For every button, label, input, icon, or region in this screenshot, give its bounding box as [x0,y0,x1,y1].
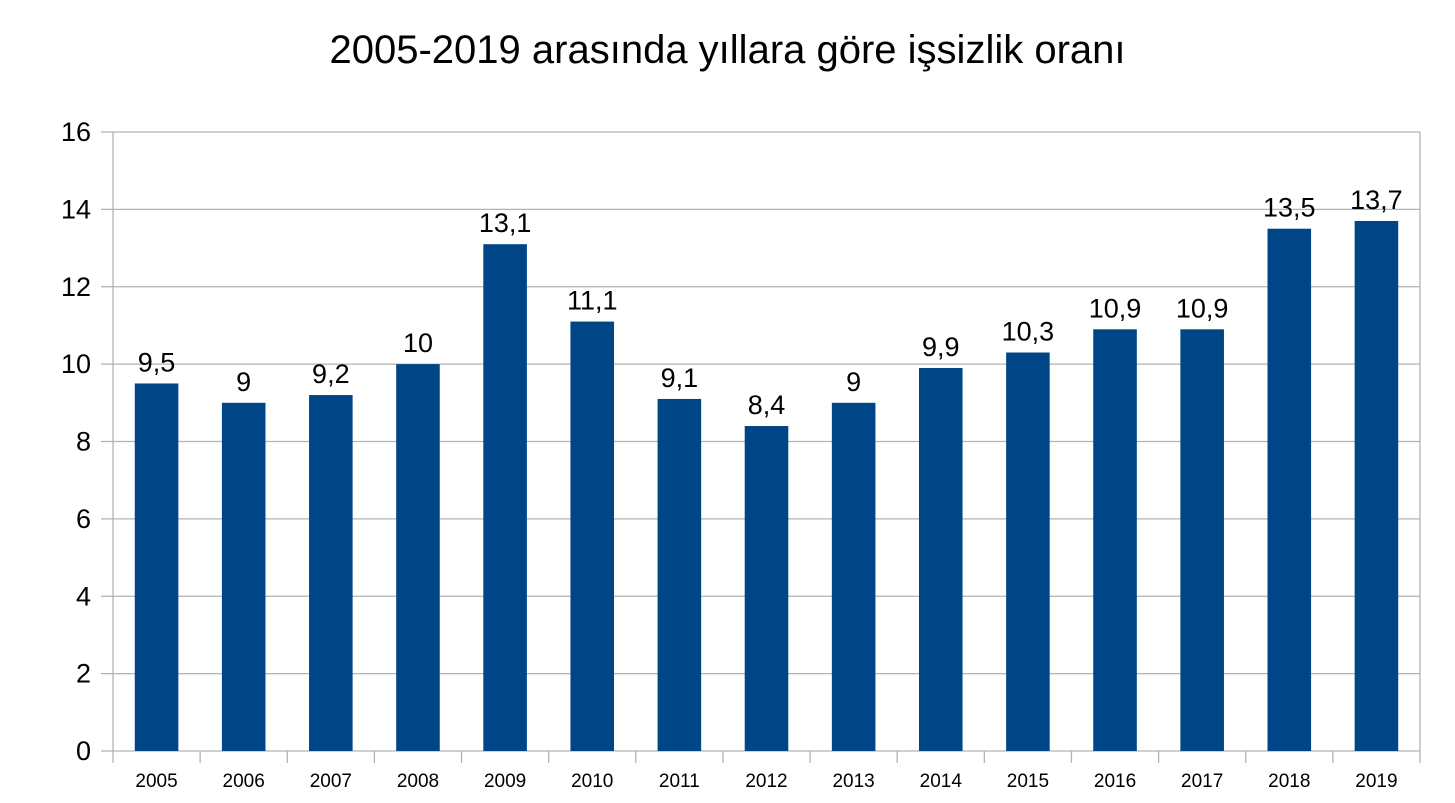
y-tick-label-0: 0 [76,736,91,766]
data-label-2018: 13,5 [1263,193,1316,223]
x-tick-label-2014: 2014 [920,771,963,792]
bar-2016 [1093,329,1137,751]
data-label-2014: 9,9 [922,332,960,362]
bar-2015 [1006,352,1050,751]
bar-2007 [309,395,353,751]
data-label-2011: 9,1 [661,363,699,393]
x-tick-label-2015: 2015 [1007,771,1049,792]
data-label-2006: 9 [236,367,251,397]
bar-2013 [831,402,876,751]
data-label-2010: 11,1 [567,286,618,316]
x-tick-label-2009: 2009 [484,771,526,792]
bar-2008 [396,364,440,751]
y-tick-label-16: 16 [61,117,91,147]
y-tick-label-4: 4 [76,581,91,611]
data-label-2019: 13,7 [1350,185,1403,215]
x-tick-label-2011: 2011 [659,771,700,792]
y-tick-label-12: 12 [61,272,91,302]
data-label-2005: 9,5 [138,347,176,377]
x-tick-label-2005: 2005 [135,771,177,792]
x-tick-label-2007: 2007 [310,771,352,792]
x-tick-label-2013: 2013 [832,771,874,792]
x-tick-label-2019: 2019 [1355,771,1397,792]
bar-2009 [483,244,527,751]
bar-2017 [1180,329,1224,751]
x-tick-label-2012: 2012 [745,771,787,792]
data-label-2017: 10,9 [1176,293,1229,323]
data-label-2009: 13,1 [479,208,532,238]
bar-2006 [221,402,266,751]
bar-2010 [570,321,615,751]
data-label-2007: 9,2 [312,359,350,389]
bar-2019 [1354,220,1399,751]
chart-title: 2005-2019 arasında yıllara göre işsizlik… [329,28,1126,72]
y-tick-label-8: 8 [76,427,91,457]
x-tick-label-2018: 2018 [1268,771,1310,792]
bar-2005 [134,383,179,751]
x-tick-label-2017: 2017 [1181,771,1223,792]
x-tick-label-2008: 2008 [397,771,439,792]
x-tick-label-2006: 2006 [223,771,265,792]
bar-2011 [657,398,702,751]
bar-2014 [918,367,963,751]
data-label-2015: 10,3 [1002,317,1055,347]
y-tick-label-2: 2 [76,659,91,689]
bar-2018 [1267,228,1312,751]
x-tick-label-2016: 2016 [1094,771,1136,792]
x-tick-label-2010: 2010 [571,771,613,792]
data-label-2008: 10 [403,328,433,358]
y-tick-label-6: 6 [76,504,91,534]
bar-2012 [744,426,789,751]
data-label-2016: 10,9 [1089,293,1142,323]
data-label-2013: 9 [846,367,861,397]
data-label-2012: 8,4 [748,390,786,420]
y-tick-label-10: 10 [61,349,91,379]
y-tick-label-14: 14 [61,194,91,224]
